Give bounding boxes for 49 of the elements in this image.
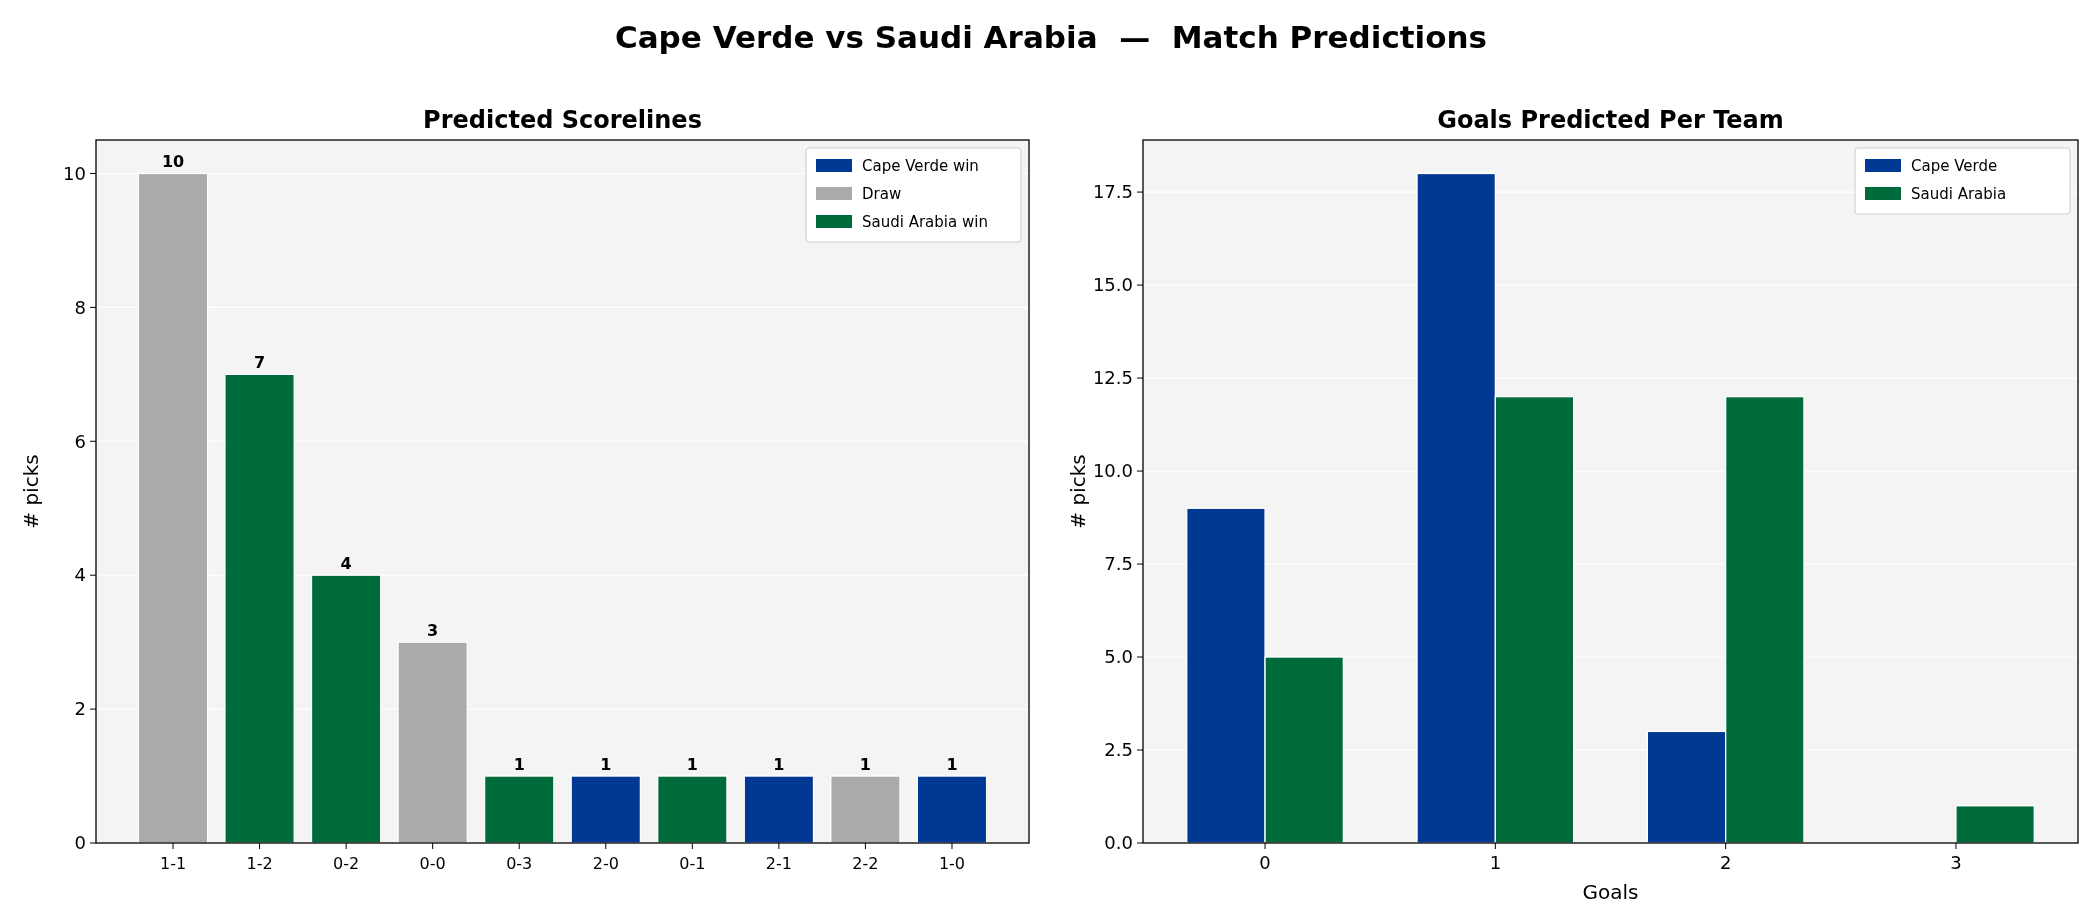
y-tick-label: 2.5 — [1104, 739, 1133, 761]
legend-label: Saudi Arabia win — [862, 213, 988, 232]
x-tick-label: 2-2 — [852, 854, 879, 873]
y-axis-title: # picks — [1066, 454, 1090, 529]
x-tick-label: 3 — [1950, 852, 1962, 873]
data-label: 1 — [773, 755, 785, 775]
x-tick-label: 0-3 — [506, 854, 533, 873]
x-tick-label: 0-1 — [679, 854, 706, 873]
data-label: 1 — [859, 755, 871, 775]
data-label: 10 — [161, 152, 185, 172]
data-label: 1 — [513, 755, 525, 775]
data-label: 1 — [686, 755, 698, 775]
y-tick-label: 2 — [74, 698, 86, 720]
legend-label: Cape Verde — [1911, 157, 1998, 176]
y-tick-label: 8 — [74, 296, 86, 318]
x-tick-label: 0-2 — [333, 854, 360, 873]
x-tick-label: 1-2 — [246, 854, 273, 873]
data-label: 1 — [600, 755, 612, 775]
x-tick-label: 1-1 — [159, 854, 187, 873]
data-label: 4 — [340, 554, 352, 574]
x-tick-label: 1 — [1489, 852, 1502, 873]
y-axis-title: # picks — [19, 454, 43, 529]
legend-label: Saudi Arabia — [1911, 185, 2007, 204]
y-tick-label: 10 — [63, 162, 86, 184]
data-label: 7 — [254, 353, 266, 373]
data-label: 3 — [427, 621, 439, 641]
y-tick-label: 6 — [74, 430, 86, 452]
y-tick-label: 4 — [74, 564, 86, 586]
chart-title: Goals Predicted Per Team — [1437, 106, 1784, 134]
text: Cape Verde vs Saudi Arabia — Match Predictions — [614, 19, 1488, 55]
y-tick-label: 17.5 — [1092, 181, 1133, 203]
y-tick-label: 0.0 — [1104, 832, 1133, 854]
y-tick-label: 5.0 — [1104, 646, 1133, 668]
x-tick-label: 1-0 — [938, 854, 966, 873]
y-tick-label: 7.5 — [1104, 553, 1133, 575]
data-label: 1 — [946, 755, 958, 775]
chart-title: Predicted Scorelines — [423, 106, 702, 134]
legend-label: Draw — [862, 185, 902, 204]
y-tick-label: 0 — [74, 832, 86, 854]
y-tick-label: 12.5 — [1092, 367, 1133, 389]
x-tick-label: 0-0 — [419, 854, 446, 873]
x-tick-label: 2-0 — [592, 854, 619, 873]
y-tick-label: 10.0 — [1092, 460, 1133, 482]
x-tick-label: 2 — [1719, 852, 1732, 873]
legend-label: Cape Verde win — [862, 157, 979, 176]
x-axis-title: Goals — [1582, 880, 1639, 904]
x-tick-label: 2-1 — [765, 854, 792, 873]
y-tick-label: 15.0 — [1092, 274, 1133, 296]
x-tick-label: 0 — [1259, 852, 1271, 873]
